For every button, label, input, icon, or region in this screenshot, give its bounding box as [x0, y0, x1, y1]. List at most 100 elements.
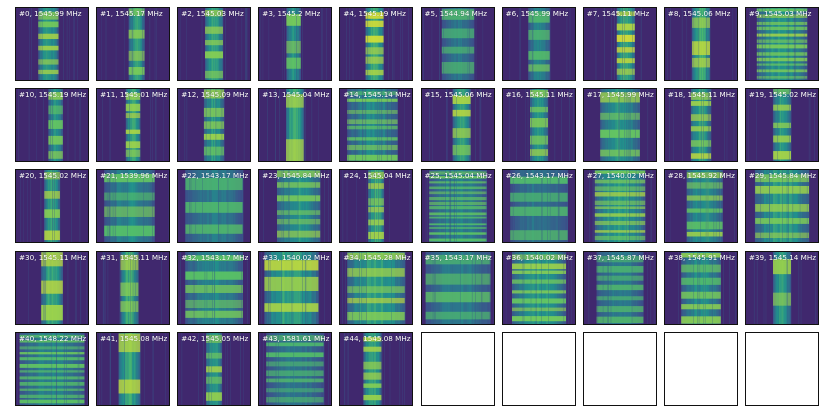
spectrogram-image — [583, 170, 656, 243]
spectrogram-panel: #8, 1545.06 MHz — [663, 7, 738, 81]
spectrogram-image — [340, 170, 413, 243]
spectrogram-image — [583, 251, 656, 324]
spectrogram-panel: #35, 1543.17 MHz — [420, 250, 495, 325]
spectrogram-image — [97, 251, 170, 324]
spectrogram-image — [259, 170, 332, 243]
panel-label: #43, 1581.61 MHz — [262, 333, 330, 343]
panel-label: #27, 1540.02 MHz — [586, 171, 654, 181]
panel-label: #23, 1545.84 MHz — [262, 171, 330, 181]
panel-label: #42, 1545.05 MHz — [181, 333, 249, 343]
spectrogram-panel: #11, 1545.01 MHz — [96, 88, 171, 163]
spectrogram-image — [421, 251, 494, 324]
spectrogram-image — [16, 89, 88, 162]
spectrogram-panel: #33, 1540.02 MHz — [258, 250, 333, 325]
spectrogram-panel: #0, 1545.99 MHz — [15, 7, 89, 81]
panel-label: #22, 1543.17 MHz — [181, 171, 249, 181]
panel-label: #34, 1545.28 MHz — [343, 252, 411, 262]
panel-label: #24, 1545.04 MHz — [343, 171, 411, 181]
panel-label: #44, 1545.08 MHz — [343, 333, 411, 343]
spectrogram-panel: #1, 1545.17 MHz — [96, 7, 171, 81]
spectrogram-panel: #18, 1545.11 MHz — [663, 88, 738, 163]
spectrogram-image — [16, 170, 88, 243]
empty-panel — [663, 331, 738, 406]
spectrogram-panel: #5, 1544.94 MHz — [420, 7, 495, 81]
spectrogram-image — [340, 251, 413, 324]
spectrogram-image — [340, 332, 413, 405]
spectrogram-panel: #15, 1545.06 MHz — [420, 88, 495, 163]
spectrogram-image — [664, 170, 737, 243]
panel-label: #36, 1540.02 MHz — [505, 252, 573, 262]
spectrogram-panel: #6, 1545.99 MHz — [501, 7, 576, 81]
spectrogram-panel: #32, 1543.17 MHz — [177, 250, 252, 325]
spectrogram-image — [178, 332, 251, 405]
panel-label: #18, 1545.11 MHz — [667, 90, 735, 100]
spectrogram-image — [16, 251, 88, 324]
spectrogram-image — [502, 251, 575, 324]
spectrogram-panel: #28, 1545.92 MHz — [663, 169, 738, 244]
spectrogram-panel: #10, 1545.19 MHz — [15, 88, 89, 163]
spectrogram-image — [97, 332, 170, 405]
spectrogram-panel: #42, 1545.05 MHz — [177, 331, 252, 406]
spectrogram-image — [178, 170, 251, 243]
spectrogram-panel: #12, 1545.09 MHz — [177, 88, 252, 163]
panel-label: #17, 1545.99 MHz — [586, 90, 654, 100]
spectrogram-panel: #19, 1545.02 MHz — [744, 88, 819, 163]
panel-label: #10, 1545.19 MHz — [19, 90, 87, 100]
spectrogram-image — [421, 89, 494, 162]
spectrogram-panel: #3, 1545.2 MHz — [258, 7, 333, 81]
spectrogram-panel: #34, 1545.28 MHz — [339, 250, 414, 325]
spectrogram-image — [259, 332, 332, 405]
panel-label: #28, 1545.92 MHz — [667, 171, 735, 181]
spectrogram-panel: #9, 1545.03 MHz — [744, 7, 819, 81]
spectrogram-panel: #25, 1545.04 MHz — [420, 169, 495, 244]
spectrogram-panel: #43, 1581.61 MHz — [258, 331, 333, 406]
spectrogram-image — [97, 8, 170, 80]
panel-label: #31, 1545.11 MHz — [100, 252, 168, 262]
panel-label: #15, 1545.06 MHz — [424, 90, 492, 100]
spectrogram-panel: #14, 1545.14 MHz — [339, 88, 414, 163]
spectrogram-image — [259, 89, 332, 162]
spectrogram-image — [664, 251, 737, 324]
spectrogram-panel: #13, 1545.04 MHz — [258, 88, 333, 163]
panel-label: #9, 1545.03 MHz — [748, 9, 812, 18]
empty-panel — [501, 331, 576, 406]
panel-label: #37, 1545.87 MHz — [586, 252, 654, 262]
panel-label: #2, 1545.03 MHz — [181, 9, 244, 18]
panel-label: #16, 1545.11 MHz — [505, 90, 573, 100]
panel-label: #25, 1545.04 MHz — [424, 171, 492, 181]
spectrogram-image — [664, 8, 737, 80]
spectrogram-panel: #16, 1545.11 MHz — [501, 88, 576, 163]
spectrogram-image — [178, 8, 251, 80]
empty-panel — [744, 331, 819, 406]
spectrogram-image — [340, 89, 413, 162]
panel-label: #8, 1545.06 MHz — [667, 9, 731, 18]
spectrogram-image — [745, 170, 818, 243]
spectrogram-panel: #27, 1540.02 MHz — [582, 169, 657, 244]
panel-label: #32, 1543.17 MHz — [181, 252, 249, 262]
spectrogram-panel: #22, 1543.17 MHz — [177, 169, 252, 244]
spectrogram-panel: #7, 1545.11 MHz — [582, 7, 657, 81]
panel-label: #20, 1545.02 MHz — [19, 171, 87, 181]
spectrogram-panel: #31, 1545.11 MHz — [96, 250, 171, 325]
panel-label: #38, 1545.91 MHz — [667, 252, 735, 262]
spectrogram-image — [340, 8, 413, 80]
spectrogram-image — [97, 89, 170, 162]
spectrogram-image — [178, 251, 251, 324]
spectrogram-image — [502, 8, 575, 80]
panel-label: #13, 1545.04 MHz — [262, 90, 330, 100]
spectrogram-panel: #21, 1539.96 MHz — [96, 169, 171, 244]
spectrogram-image — [502, 170, 575, 243]
spectrogram-panel: #39, 1545.14 MHz — [744, 250, 819, 325]
panel-label: #6, 1545.99 MHz — [505, 9, 569, 18]
panel-label: #11, 1545.01 MHz — [100, 90, 168, 100]
panel-label: #29, 1545.84 MHz — [748, 171, 817, 181]
panel-label: #1, 1545.17 MHz — [100, 9, 163, 18]
panel-label: #26, 1543.17 MHz — [505, 171, 573, 181]
spectrogram-image — [745, 89, 818, 162]
panel-label: #40, 1548.22 MHz — [19, 333, 87, 343]
panel-label: #35, 1543.17 MHz — [424, 252, 492, 262]
spectrogram-image — [16, 8, 88, 80]
panel-label: #4, 1545.19 MHz — [343, 9, 406, 18]
panel-label: #41, 1545.08 MHz — [100, 333, 168, 343]
